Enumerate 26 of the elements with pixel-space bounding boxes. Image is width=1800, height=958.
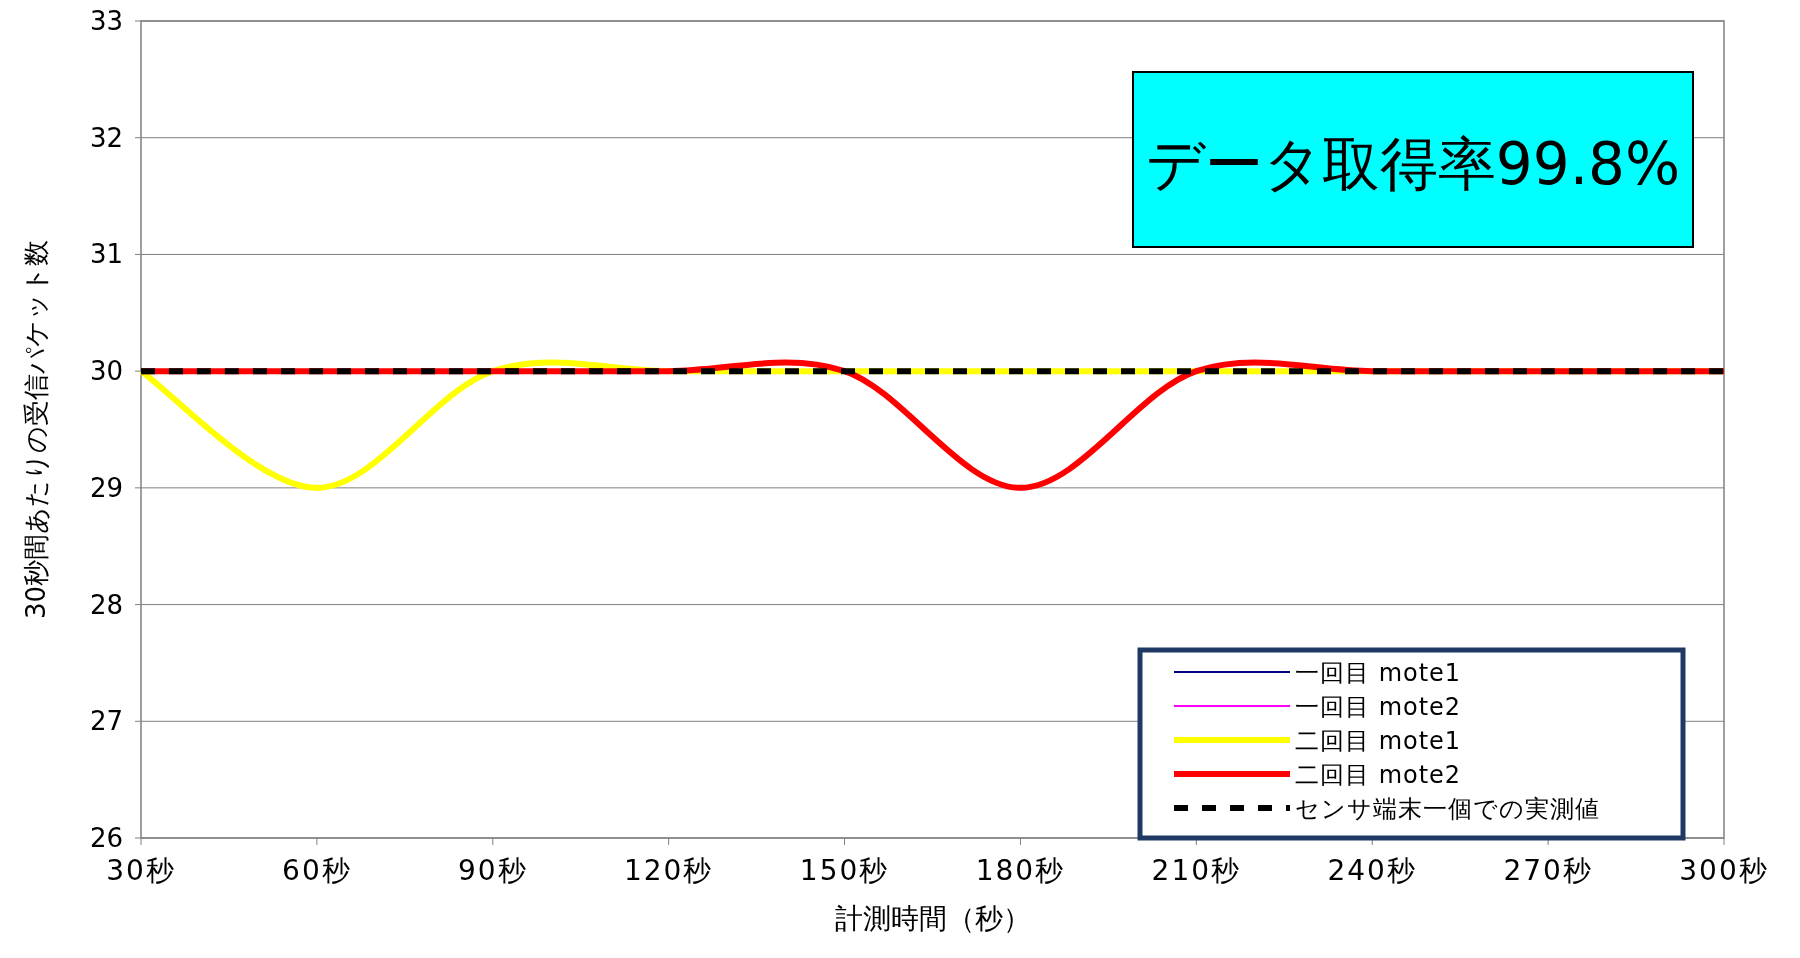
y-axis-title: 30秒間あたりの受信パケット数 <box>21 239 51 620</box>
y-tick-label: 30 <box>89 356 123 387</box>
legend-label: 二回目 mote2 <box>1295 761 1462 789</box>
x-tick-label: 150秒 <box>799 854 890 887</box>
x-tick-label: 30秒 <box>106 854 176 887</box>
y-tick-label: 32 <box>89 122 123 153</box>
y-tick-label: 28 <box>89 589 123 620</box>
legend-label: 二回目 mote1 <box>1295 727 1462 755</box>
y-tick-label: 29 <box>89 472 123 503</box>
legend-label: 一回目 mote2 <box>1295 693 1462 721</box>
annotation: データ取得率99.8% <box>1145 130 1681 198</box>
y-tick-label: 33 <box>89 6 123 36</box>
x-axis-title: 計測時間（秒） <box>834 902 1031 935</box>
x-tick-label: 240秒 <box>1327 854 1417 887</box>
x-tick-label: 180秒 <box>975 854 1066 887</box>
x-tick-label: 210秒 <box>1151 854 1242 887</box>
legend-label: 一回目 mote1 <box>1295 659 1462 687</box>
y-tick-label: 31 <box>89 239 123 270</box>
legend-label: センサ端末一個での実測値 <box>1295 795 1600 823</box>
x-tick-label: 300秒 <box>1679 854 1769 887</box>
x-tick-label: 90秒 <box>457 854 528 887</box>
y-tick-label: 27 <box>89 706 123 737</box>
y-tick-label: 26 <box>89 823 123 853</box>
x-tick-label: 60秒 <box>282 854 352 887</box>
x-tick-label: 120秒 <box>623 854 714 887</box>
x-tick-label: 270秒 <box>1503 854 1593 887</box>
